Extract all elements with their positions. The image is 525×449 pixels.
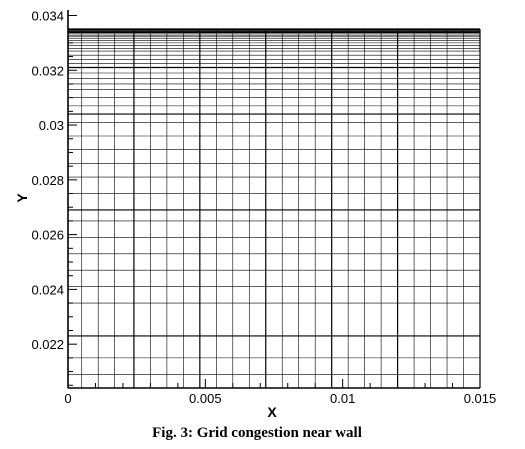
y-tick-label: 0.03 — [39, 118, 64, 133]
y-tick-label: 0.024 — [31, 282, 64, 297]
x-tick-label: 0 — [64, 391, 71, 406]
y-tick-label: 0.022 — [31, 337, 64, 352]
x-tick-label: 0.01 — [330, 391, 355, 406]
y-axis-title: Y — [14, 193, 30, 203]
y-tick-label: 0.026 — [31, 228, 64, 243]
chart-axes — [67, 10, 480, 389]
y-tick-label: 0.034 — [31, 8, 64, 23]
x-axis-title: X — [267, 404, 277, 420]
y-tick-label: 0.028 — [31, 173, 64, 188]
y-tick-label: 0.032 — [31, 63, 64, 78]
x-tick-label: 0.005 — [189, 391, 222, 406]
x-axis-ticks: 0 0.005 0.01 0.015 — [64, 379, 496, 406]
figure-caption: Fig. 3: Grid congestion near wall — [152, 425, 362, 441]
x-tick-label: 0.015 — [464, 391, 497, 406]
y-axis-ticks: 0.022 0.024 0.026 0.028 0.03 0.032 0.034 — [31, 8, 77, 386]
mesh-grid-lines — [68, 28, 481, 388]
